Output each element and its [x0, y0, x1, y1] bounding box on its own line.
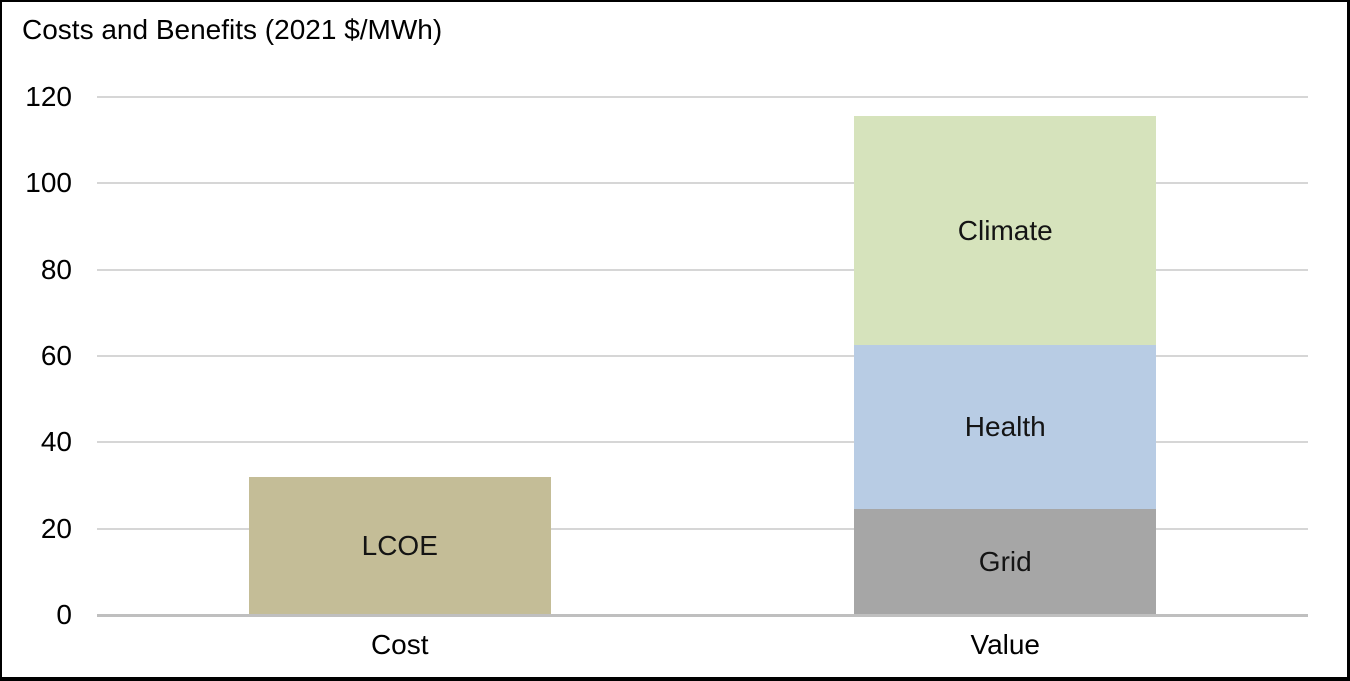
- y-tick-label-20: 20: [40, 512, 72, 544]
- x-axis-label-value: Value: [970, 629, 1041, 660]
- y-tick-label-120: 120: [25, 81, 72, 112]
- gridline-100: [97, 182, 1308, 185]
- gridline-80: [97, 268, 1308, 271]
- y-tick-label-80: 80: [40, 253, 72, 285]
- segment-label-climate: Climate: [957, 214, 1053, 246]
- bar-segment-climate: Climate: [854, 116, 1157, 346]
- chart-title: Costs and Benefits (2021 $/MWh): [22, 14, 443, 45]
- gridline-120: [97, 96, 1308, 98]
- gridline-60: [97, 355, 1308, 357]
- x-axis-label-cost: Cost: [370, 629, 429, 660]
- segment-label-grid: Grid: [978, 546, 1032, 578]
- bar-segment-health: Health: [854, 345, 1157, 510]
- segment-label-lcoe: LCOE: [361, 529, 438, 561]
- y-tick-label-40: 40: [40, 426, 72, 458]
- bar-segment-lcoe: LCOE: [248, 476, 551, 615]
- gridline-40: [97, 441, 1308, 444]
- y-tick-label-60: 60: [40, 340, 72, 371]
- y-tick-label-0: 0: [56, 599, 72, 630]
- segment-label-health: Health: [964, 411, 1046, 443]
- y-tick-label-100: 100: [25, 167, 72, 199]
- bar-segment-grid: Grid: [854, 509, 1157, 615]
- gridline-20: [97, 527, 1308, 530]
- x-axis-line: [97, 614, 1308, 617]
